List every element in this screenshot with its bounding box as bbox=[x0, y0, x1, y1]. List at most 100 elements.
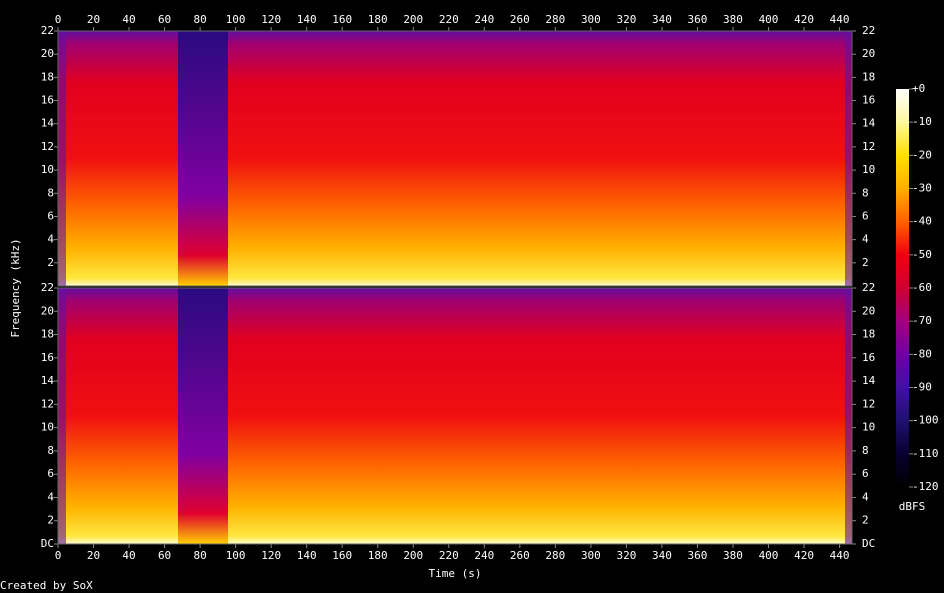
x-tick-label-top: 240 bbox=[474, 13, 494, 26]
y-tick-label-left: 10 bbox=[41, 163, 54, 176]
x-tick-label-top: 180 bbox=[368, 13, 388, 26]
y-tick-label-left: 2 bbox=[47, 256, 54, 269]
spectrogram-edge bbox=[58, 288, 66, 544]
colorbar-tick-label: -30 bbox=[912, 182, 932, 195]
x-tick-label-bottom: 280 bbox=[545, 549, 565, 562]
x-tick-label-top: 0 bbox=[55, 13, 62, 26]
colorbar-tick-label: +0 bbox=[912, 82, 925, 95]
colorbar-tick-label: -10 bbox=[912, 115, 932, 128]
colorbar-tick-label: -20 bbox=[912, 148, 932, 161]
colorbar-tick-label: -60 bbox=[912, 281, 932, 294]
x-tick-label-bottom: 100 bbox=[226, 549, 246, 562]
credit: Created by SoX bbox=[0, 579, 93, 592]
x-tick-label-top: 280 bbox=[545, 13, 565, 26]
y-tick-label-left: 20 bbox=[41, 47, 54, 60]
y-tick-label-right: 18 bbox=[862, 328, 875, 341]
y-tick-label-right: 22 bbox=[862, 281, 875, 294]
y-tick-label-left: 12 bbox=[41, 140, 54, 153]
y-tick-label-left: 4 bbox=[47, 233, 54, 246]
x-tick-label-bottom: 80 bbox=[193, 549, 206, 562]
x-tick-label-bottom: 300 bbox=[581, 549, 601, 562]
y-tick-label-left: 14 bbox=[41, 117, 55, 130]
y-tick-label-right: 8 bbox=[862, 186, 869, 199]
x-tick-label-bottom: 140 bbox=[297, 549, 317, 562]
y-tick-label-left: 16 bbox=[41, 94, 54, 107]
y-tick-label-right: 6 bbox=[862, 209, 869, 222]
colorbar-tick-label: -40 bbox=[912, 215, 932, 228]
colorbar-tick-label: -80 bbox=[912, 347, 932, 360]
y-tick-label-left: 16 bbox=[41, 351, 54, 364]
y-tick-label-right: 10 bbox=[862, 421, 875, 434]
colorbar-tick-label: -70 bbox=[912, 314, 932, 327]
x-tick-label-bottom: 380 bbox=[723, 549, 743, 562]
colorbar-tick-label: -110 bbox=[912, 447, 939, 460]
x-tick-label-bottom: 260 bbox=[510, 549, 530, 562]
x-tick-label-bottom: 120 bbox=[261, 549, 281, 562]
x-tick-label-top: 140 bbox=[297, 13, 317, 26]
y-tick-label-right: 16 bbox=[862, 351, 875, 364]
spectrogram-top bbox=[58, 31, 852, 286]
colorbar bbox=[896, 89, 909, 487]
x-tick-label-top: 60 bbox=[158, 13, 171, 26]
y-tick-label-right: 14 bbox=[862, 117, 876, 130]
y-tick-label-left: 18 bbox=[41, 328, 54, 341]
x-tick-label-top: 440 bbox=[830, 13, 850, 26]
y-tick-label-right: 18 bbox=[862, 70, 875, 83]
spectrogram-image bbox=[58, 288, 852, 544]
y-tick-label-left: 8 bbox=[47, 444, 54, 457]
colorbar-label: dBFS bbox=[899, 500, 926, 513]
x-tick-label-bottom: 180 bbox=[368, 549, 388, 562]
y-tick-label-right: 20 bbox=[862, 47, 875, 60]
x-tick-label-bottom: 200 bbox=[403, 549, 423, 562]
y-tick-label-right: 4 bbox=[862, 490, 869, 503]
x-tick-label-top: 340 bbox=[652, 13, 672, 26]
y-tick-label-left: 14 bbox=[41, 374, 55, 387]
x-tick-label-bottom: 340 bbox=[652, 549, 672, 562]
x-tick-label-bottom: 420 bbox=[794, 549, 814, 562]
y-tick-label-left: 6 bbox=[47, 467, 54, 480]
x-tick-label-top: 120 bbox=[261, 13, 281, 26]
x-tick-label-bottom: 0 bbox=[55, 549, 62, 562]
y-tick-label-right: 12 bbox=[862, 140, 875, 153]
spectrogram-edge bbox=[58, 31, 66, 286]
x-tick-label-bottom: 240 bbox=[474, 549, 494, 562]
spectrogram-image bbox=[58, 31, 852, 286]
y-tick-label-right: 4 bbox=[862, 233, 869, 246]
colorbar-tick-label: -50 bbox=[912, 248, 932, 261]
y-tick-label-left: 8 bbox=[47, 186, 54, 199]
x-tick-label-bottom: 40 bbox=[122, 549, 135, 562]
x-tick-label-bottom: 20 bbox=[87, 549, 100, 562]
colorbar-tick-label: -120 bbox=[912, 480, 939, 493]
colorbar-tick-label: -100 bbox=[912, 414, 939, 427]
spectrogram-edge bbox=[845, 288, 852, 544]
y-tick-label-right: 20 bbox=[862, 304, 875, 317]
x-tick-label-bottom: 360 bbox=[688, 549, 708, 562]
y-axis-label: Frequency (kHz) bbox=[9, 238, 22, 337]
spectrogram-quiet-region bbox=[178, 288, 228, 544]
x-tick-label-bottom: 60 bbox=[158, 549, 171, 562]
x-tick-label-top: 200 bbox=[403, 13, 423, 26]
x-tick-label-top: 160 bbox=[332, 13, 352, 26]
y-tick-label-right: 6 bbox=[862, 467, 869, 480]
x-tick-label-top: 360 bbox=[688, 13, 708, 26]
y-tick-label-left: 10 bbox=[41, 421, 54, 434]
x-tick-label-top: 300 bbox=[581, 13, 601, 26]
y-tick-label-right: 12 bbox=[862, 397, 875, 410]
x-tick-label-top: 260 bbox=[510, 13, 530, 26]
y-tick-label-left: 6 bbox=[47, 209, 54, 222]
x-tick-label-bottom: 160 bbox=[332, 549, 352, 562]
y-tick-label-left: DC bbox=[41, 537, 54, 550]
y-tick-label-right: 8 bbox=[862, 444, 869, 457]
x-tick-label-top: 380 bbox=[723, 13, 743, 26]
y-tick-label-right: DC bbox=[862, 537, 875, 550]
spectrogram-edge bbox=[845, 31, 852, 286]
y-tick-label-left: 12 bbox=[41, 397, 54, 410]
colorbar-tick-label: -90 bbox=[912, 381, 932, 394]
plot-frame bbox=[57, 287, 853, 545]
x-tick-label-top: 220 bbox=[439, 13, 459, 26]
y-tick-label-left: 22 bbox=[41, 281, 54, 294]
plot-frame bbox=[57, 30, 853, 287]
x-tick-label-top: 320 bbox=[616, 13, 636, 26]
x-tick-label-bottom: 440 bbox=[830, 549, 850, 562]
